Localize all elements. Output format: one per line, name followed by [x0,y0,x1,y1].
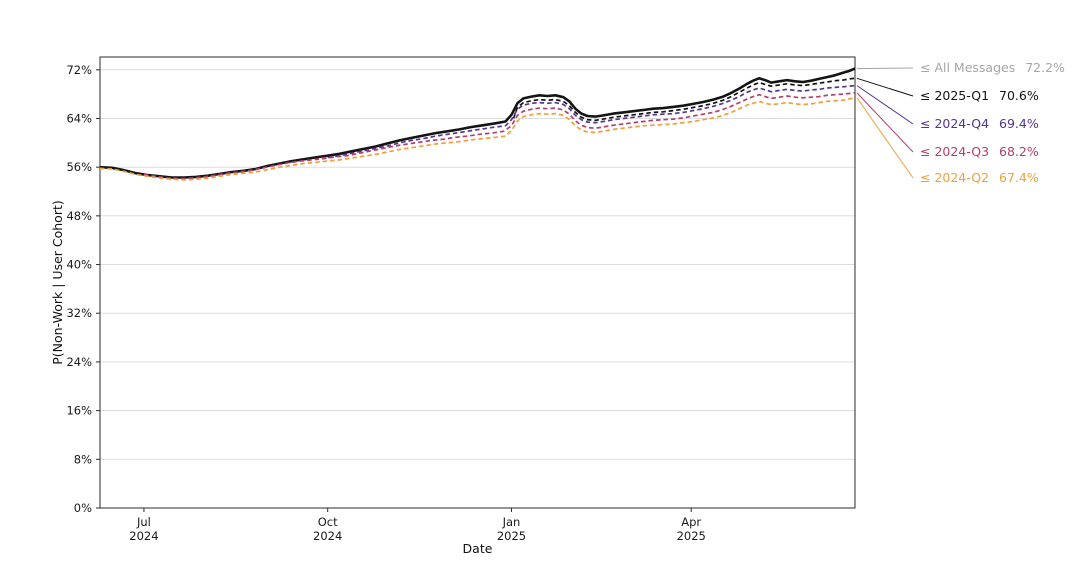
y-tick-label: 24% [66,355,92,369]
series-line-2024-q4 [327,84,856,159]
y-tick-label: 56% [66,160,92,174]
legend-entry-value: 67.4% [999,170,1039,185]
x-tick-label-year: 2024 [313,529,342,543]
x-tick-label-month: Jan [502,515,521,529]
leader-line-2024-q2 [856,97,914,179]
legend-entry-name: ≤ 2024-Q3 [920,144,989,159]
legend-entry-value: 68.2% [999,144,1039,159]
y-tick-label: 8% [74,452,92,466]
y-tick-label: 48% [66,209,92,223]
y-tick-label: 32% [66,306,92,320]
legend-entry-2024-q2: ≤ 2024-Q2 67.4% [920,170,1039,185]
legend-entry-2024-q4: ≤ 2024-Q4 69.4% [920,116,1039,131]
series-line-all-messages [99,67,856,179]
x-axis-label: Date [463,541,493,556]
leader-line-2024-q4 [856,85,914,125]
x-tick-label-month: Apr [681,515,701,529]
legend-entry-2024-q3: ≤ 2024-Q3 68.2% [920,144,1039,159]
series-line-2024-q3 [143,92,856,180]
legend-entry-name: ≤ 2024-Q2 [920,170,989,185]
leader-line-all-messages [856,67,914,70]
y-tick-label: 64% [66,111,92,125]
plot-border [99,56,856,509]
legend-entry-all-messages: ≤ All Messages 72.2% [920,60,1065,75]
x-tick-label-year: 2024 [129,529,158,543]
legend-entry-name: ≤ All Messages [920,60,1015,75]
leader-line-2025-q1 [856,77,914,97]
x-tick-label-year: 2025 [677,529,706,543]
x-tick-label-month: Oct [318,515,338,529]
legend-entry-name: ≤ 2025-Q1 [920,88,989,103]
series-line-2024-q2 [99,96,856,181]
y-axis-label: P(Non-Work | User Cohort) [50,200,65,364]
legend-entry-value: 69.4% [999,116,1039,131]
x-tick-label-year: 2025 [497,529,526,543]
legend-entry-2025-q1: ≤ 2025-Q1 70.6% [920,88,1039,103]
y-tick-label: 72% [66,63,92,77]
y-tick-label: 0% [74,501,92,515]
legend-entry-value: 72.2% [1025,60,1065,75]
legend-entry-name: ≤ 2024-Q4 [920,116,989,131]
y-tick-label: 16% [66,404,92,418]
legend-entry-value: 70.6% [999,88,1039,103]
series-line-2025-q1 [512,77,856,122]
leader-line-2024-q3 [856,92,914,153]
x-tick-label-month: Jul [136,515,151,529]
y-tick-label: 40% [66,258,92,272]
